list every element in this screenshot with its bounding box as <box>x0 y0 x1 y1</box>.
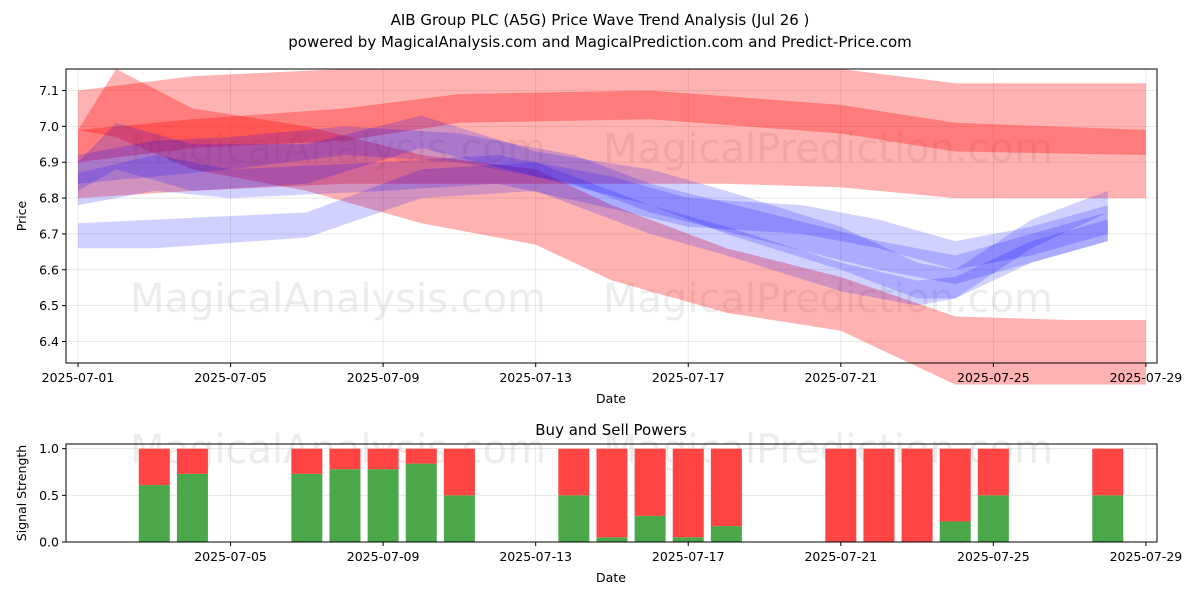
buy-power-bar <box>558 495 590 542</box>
sell-power-bar <box>596 448 628 538</box>
sell-power-bar <box>634 448 666 516</box>
watermark-text: MagicalAnalysis.com <box>130 276 546 322</box>
watermark-text: MagicalPrediction.com <box>603 126 1053 172</box>
price-x-tick-label: 2025-07-21 <box>804 370 877 385</box>
power-plot-frame <box>65 443 1158 543</box>
price-band-series-4 <box>78 162 1108 306</box>
sell-power-bar <box>825 448 857 542</box>
price-x-tick-label: 2025-07-09 <box>347 370 420 385</box>
price-x-tick-label: 2025-07-05 <box>194 370 267 385</box>
sell-power-bar <box>901 448 933 542</box>
price-band-series-7 <box>78 126 1108 285</box>
sell-power-bar <box>367 448 399 470</box>
buy-power-bar <box>405 463 437 542</box>
power-x-tick-label: 2025-07-17 <box>652 549 725 564</box>
power-bars <box>138 448 1124 542</box>
price-y-tick-label: 7.1 <box>39 83 59 98</box>
price-y-tick-label: 6.8 <box>39 191 59 206</box>
power-axes: 2025-07-05 2025-07-09 2025-07-13 2025-07-17… <box>39 441 1182 564</box>
sell-power-bar <box>939 448 971 522</box>
sell-power-bar <box>176 448 208 474</box>
buy-power-bar <box>634 515 666 542</box>
sell-power-bar <box>1092 448 1124 496</box>
power-chart-title: Buy and Sell Powers <box>535 421 687 439</box>
chart-subtitle: powered by MagicalAnalysis.com and Magic… <box>288 33 912 51</box>
price-grid <box>66 69 1157 363</box>
power-x-tick-label: 2025-07-13 <box>499 549 572 564</box>
buy-power-bar <box>291 473 323 542</box>
buy-power-bar <box>977 495 1009 542</box>
price-x-tick-label: 2025-07-25 <box>957 370 1030 385</box>
power-x-tick-label: 2025-07-25 <box>957 549 1030 564</box>
buy-power-bar <box>710 526 742 542</box>
buy-power-bar <box>367 469 399 542</box>
price-axes: 2025-07-01 2025-07-05 2025-07-09 2025-07-13… <box>39 83 1182 385</box>
buy-power-bar <box>329 469 361 542</box>
price-y-tick-label: 6.5 <box>39 298 59 313</box>
price-x-tick-label: 2025-07-29 <box>1110 370 1183 385</box>
price-x-tick-label: 2025-07-13 <box>499 370 572 385</box>
sell-power-bar <box>710 448 742 527</box>
power-y-tick-label: 0.5 <box>39 488 59 503</box>
sell-power-bar <box>329 448 361 470</box>
buy-power-bar <box>176 473 208 542</box>
price-y-tick-label: 6.4 <box>39 334 59 349</box>
price-bands <box>78 69 1146 385</box>
buy-power-bar <box>672 537 704 542</box>
buy-power-bar <box>939 521 971 542</box>
sell-power-bar <box>977 448 1009 496</box>
watermark-text: MagicalPrediction.com <box>603 276 1053 322</box>
price-band-series-2 <box>78 69 1146 385</box>
sell-power-bar <box>291 448 323 474</box>
price-x-tick-label: 2025-07-17 <box>652 370 725 385</box>
chart-title: AIB Group PLC (A5G) Price Wave Trend Ana… <box>391 11 810 29</box>
price-y-tick-label: 6.9 <box>39 155 59 170</box>
buy-power-bar <box>443 495 475 542</box>
price-band-series-5 <box>78 115 1108 299</box>
price-y-tick-label: 6.7 <box>39 226 59 241</box>
price-band-series-6 <box>78 155 1108 270</box>
sell-power-bar <box>443 448 475 496</box>
sell-power-bar <box>863 448 895 542</box>
power-y-tick-label: 0.0 <box>39 535 59 550</box>
sell-power-bar <box>405 448 437 464</box>
power-x-tick-label: 2025-07-29 <box>1110 549 1183 564</box>
price-y-tick-label: 6.6 <box>39 262 59 277</box>
watermark-text: MagicalAnalysis.com <box>130 126 546 172</box>
price-y-axis-label: Price <box>14 200 29 231</box>
sell-power-bar <box>672 448 704 538</box>
sell-power-bar <box>558 448 590 496</box>
price-x-tick-label: 2025-07-01 <box>42 370 115 385</box>
power-y-axis-label: Signal Strength <box>14 445 29 541</box>
power-x-axis-label: Date <box>596 570 626 585</box>
price-y-tick-label: 7.0 <box>39 119 59 134</box>
power-y-tick-label: 1.0 <box>39 441 59 456</box>
power-x-tick-label: 2025-07-09 <box>347 549 420 564</box>
power-x-tick-label: 2025-07-21 <box>804 549 877 564</box>
price-plot-frame <box>65 68 1158 364</box>
price-band-series-1 <box>78 69 1146 199</box>
buy-power-bar <box>1092 495 1124 542</box>
power-x-tick-label: 2025-07-05 <box>194 549 267 564</box>
buy-power-bar <box>138 485 170 542</box>
buy-power-bar <box>596 537 628 542</box>
price-band-series-3 <box>78 90 1146 163</box>
price-x-axis-label: Date <box>596 391 626 406</box>
sell-power-bar <box>138 448 170 486</box>
